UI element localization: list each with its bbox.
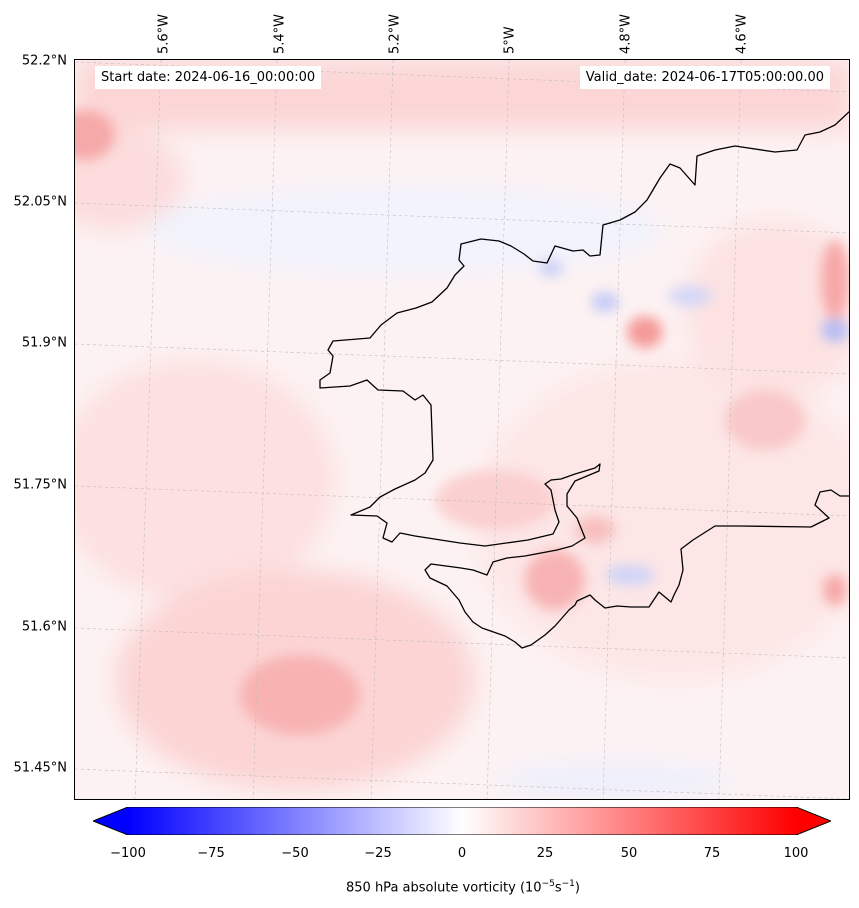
lat-tick-label: 52.2°N	[21, 53, 67, 69]
lat-tick-label: 51.9°N	[21, 335, 67, 351]
lat-tick-label: 51.6°N	[21, 619, 67, 635]
vorticity-map	[74, 59, 850, 800]
colorbar-high-extend	[796, 807, 831, 835]
colorbar	[93, 807, 831, 835]
vorticity-features	[75, 110, 849, 735]
lon-tick-label: 5°W	[502, 26, 518, 54]
colorbar-tick-label: −25	[364, 846, 392, 861]
colorbar-tick-label: −50	[281, 846, 309, 861]
colorbar-tick-label: 100	[783, 846, 809, 861]
valid-date-label: Valid_date: 2024-06-17T05:00:00.00	[579, 66, 830, 89]
colorbar-gradient	[128, 807, 796, 835]
lat-tick-label: 51.75°N	[13, 477, 67, 493]
colorbar-tick-label: 50	[620, 846, 638, 861]
colorbar-tick-label: 75	[703, 846, 721, 861]
lon-tick-label: 4.6°W	[734, 13, 750, 54]
colorbar-tick-label: 0	[457, 846, 467, 861]
colorbar-tick-label: −100	[110, 846, 146, 861]
colorbar-low-extend	[93, 807, 128, 835]
start-date-label: Start date: 2024-06-16_00:00:00	[95, 66, 322, 89]
lat-tick-label: 52.05°N	[13, 194, 67, 210]
lon-tick-label: 5.2°W	[387, 13, 403, 54]
lon-tick-label: 5.4°W	[272, 13, 288, 54]
colorbar-label: 850 hPa absolute vorticity (10−5s−1)	[346, 879, 580, 896]
coastline	[319, 110, 849, 649]
lon-tick-label: 4.8°W	[618, 13, 634, 54]
colorbar-tick-label: 25	[536, 846, 554, 861]
lat-tick-label: 51.45°N	[13, 760, 67, 776]
map-canvas	[75, 60, 849, 799]
colorbar-tick-label: −75	[197, 846, 225, 861]
lon-tick-label: 5.6°W	[156, 13, 172, 54]
